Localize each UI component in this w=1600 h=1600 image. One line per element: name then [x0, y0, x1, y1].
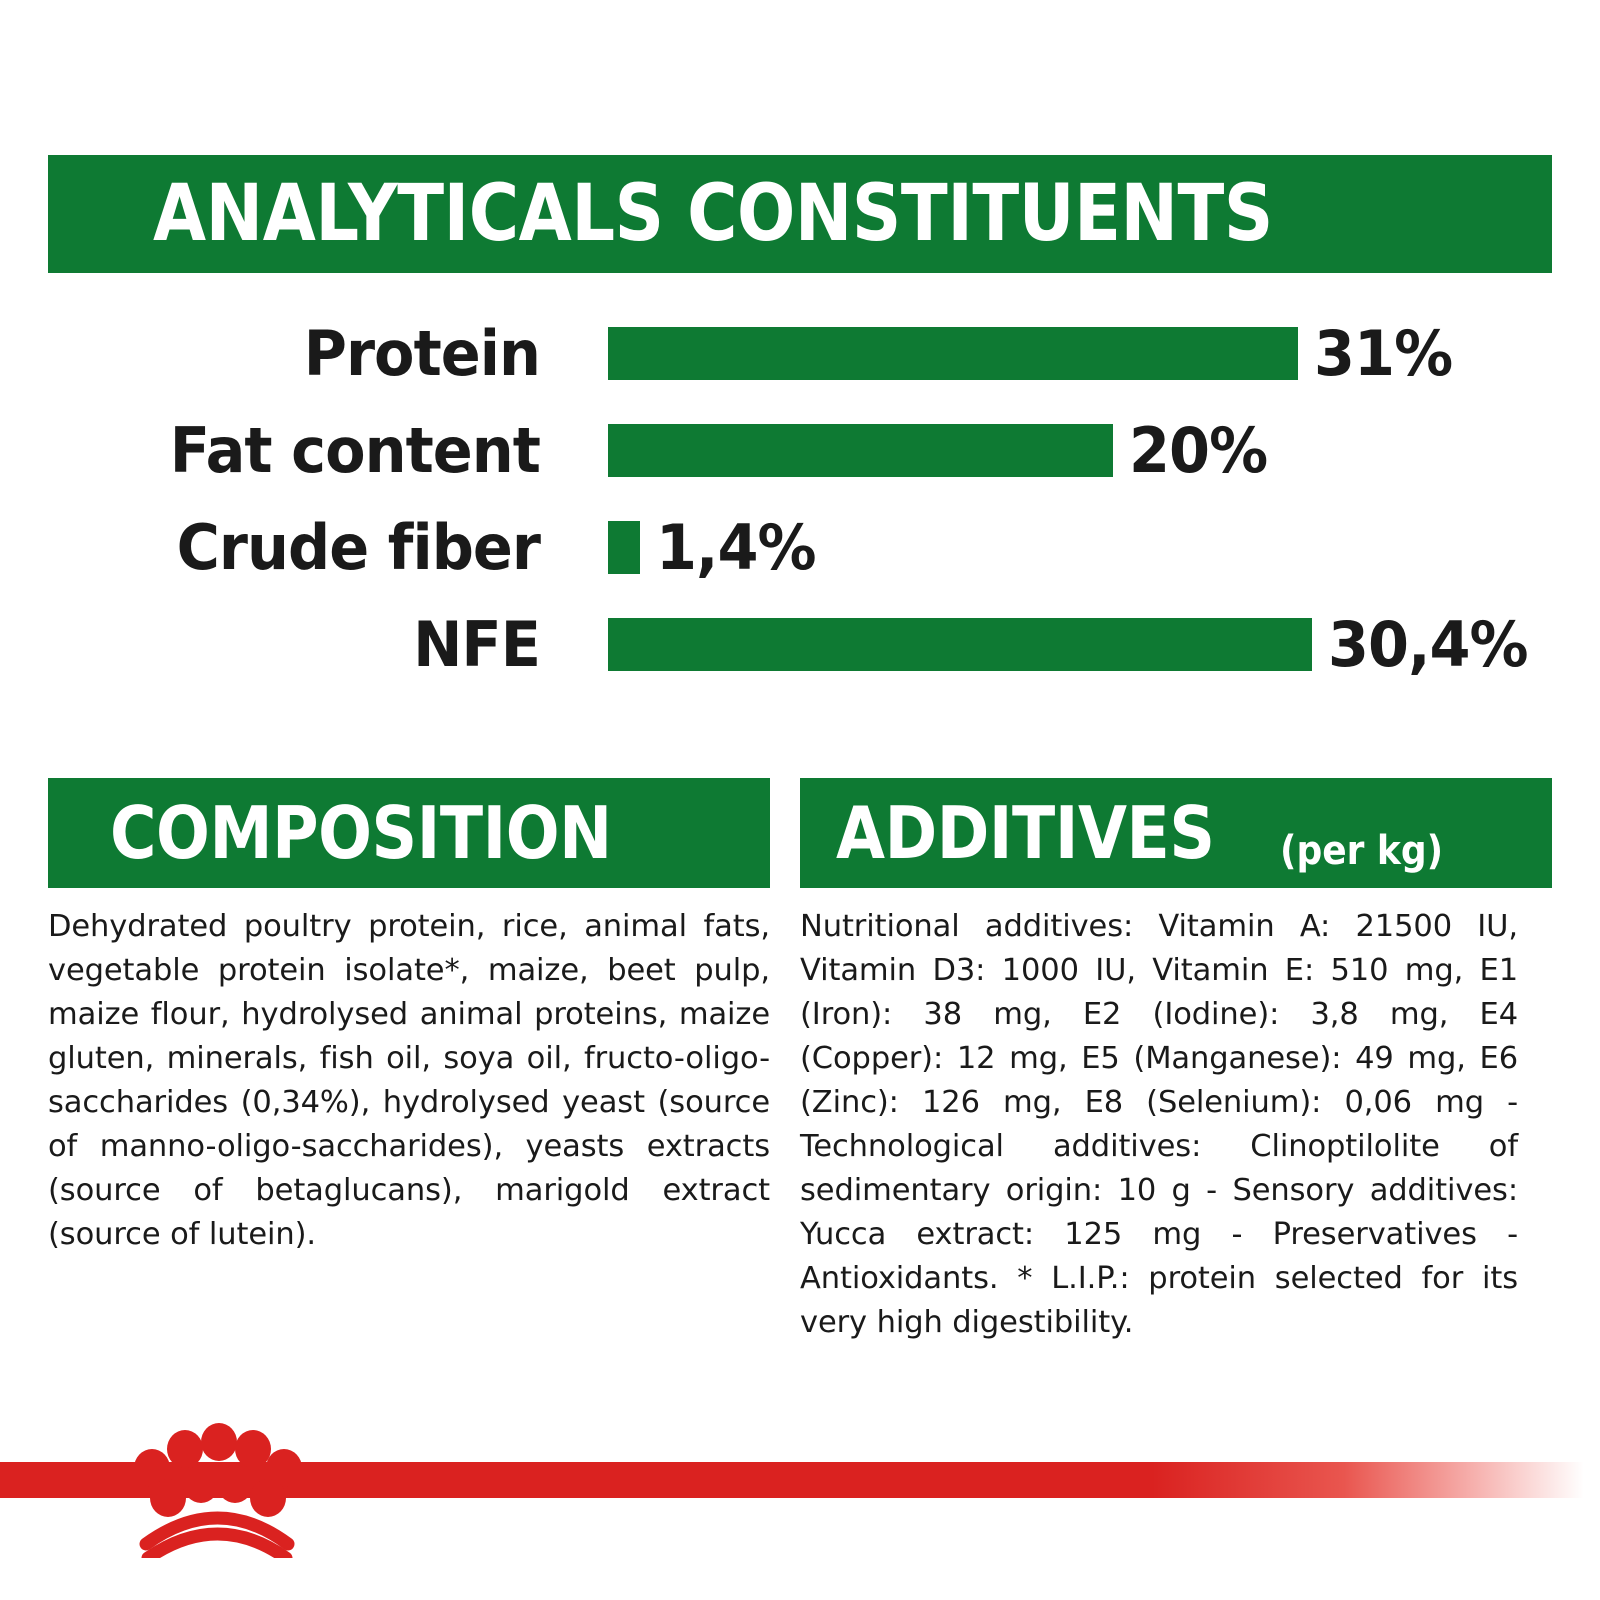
bar-zone-crude-fiber: 1,4% [540, 499, 1600, 596]
bar-value-crude-fiber: 1,4% [656, 510, 817, 584]
composition-body-text: Dehydrated poultry protein, rice, animal… [48, 909, 770, 1252]
bar-zone-nfe: 30,4% [540, 596, 1600, 693]
bar-label-crude-fiber: Crude fiber [176, 510, 541, 584]
bar-nfe [608, 618, 1312, 671]
bar-label-nfe: NFE [413, 607, 541, 681]
crown-icon-svg [134, 1423, 302, 1565]
bar-protein [608, 327, 1298, 380]
composition-banner: COMPOSITION [48, 778, 770, 888]
bar-label-fat-content: Fat content [169, 413, 541, 487]
brand-red-band-left-cap [0, 1462, 12, 1498]
chart-row-fat-content: Fat content 20% [0, 402, 1600, 499]
additives-banner-title: ADDITIVES [836, 791, 1215, 875]
chart-row-protein: Protein 31% [0, 305, 1600, 402]
bar-crude-fiber [608, 521, 640, 574]
analyticals-banner-title: ANALYTICALS CONSTITUENTS [153, 169, 1273, 259]
bar-value-protein: 31% [1314, 316, 1453, 390]
bar-fat-content [608, 424, 1113, 477]
bar-zone-fat-content: 20% [540, 402, 1600, 499]
analyticals-bar-chart: Protein 31% Fat content 20% Crude fiber … [0, 305, 1600, 695]
chart-row-nfe: NFE 30,4% [0, 596, 1600, 693]
analyticals-constituents-banner: ANALYTICALS CONSTITUENTS [48, 155, 1552, 273]
composition-banner-title: COMPOSITION [110, 791, 612, 875]
additives-body-text: Nutritional additives: Vitamin A: 21500 … [800, 909, 1518, 1340]
bar-value-nfe: 30,4% [1328, 607, 1529, 681]
chart-row-crude-fiber: Crude fiber 1,4% [0, 499, 1600, 596]
additives-banner-subtitle: (per kg) [1280, 828, 1444, 874]
bar-zone-protein: 31% [540, 305, 1600, 402]
bar-label-protein: Protein [303, 316, 541, 390]
additives-banner: ADDITIVES (per kg) [800, 778, 1552, 888]
bar-value-fat-content: 20% [1129, 413, 1268, 487]
royal-canin-crown-icon [130, 1408, 302, 1565]
